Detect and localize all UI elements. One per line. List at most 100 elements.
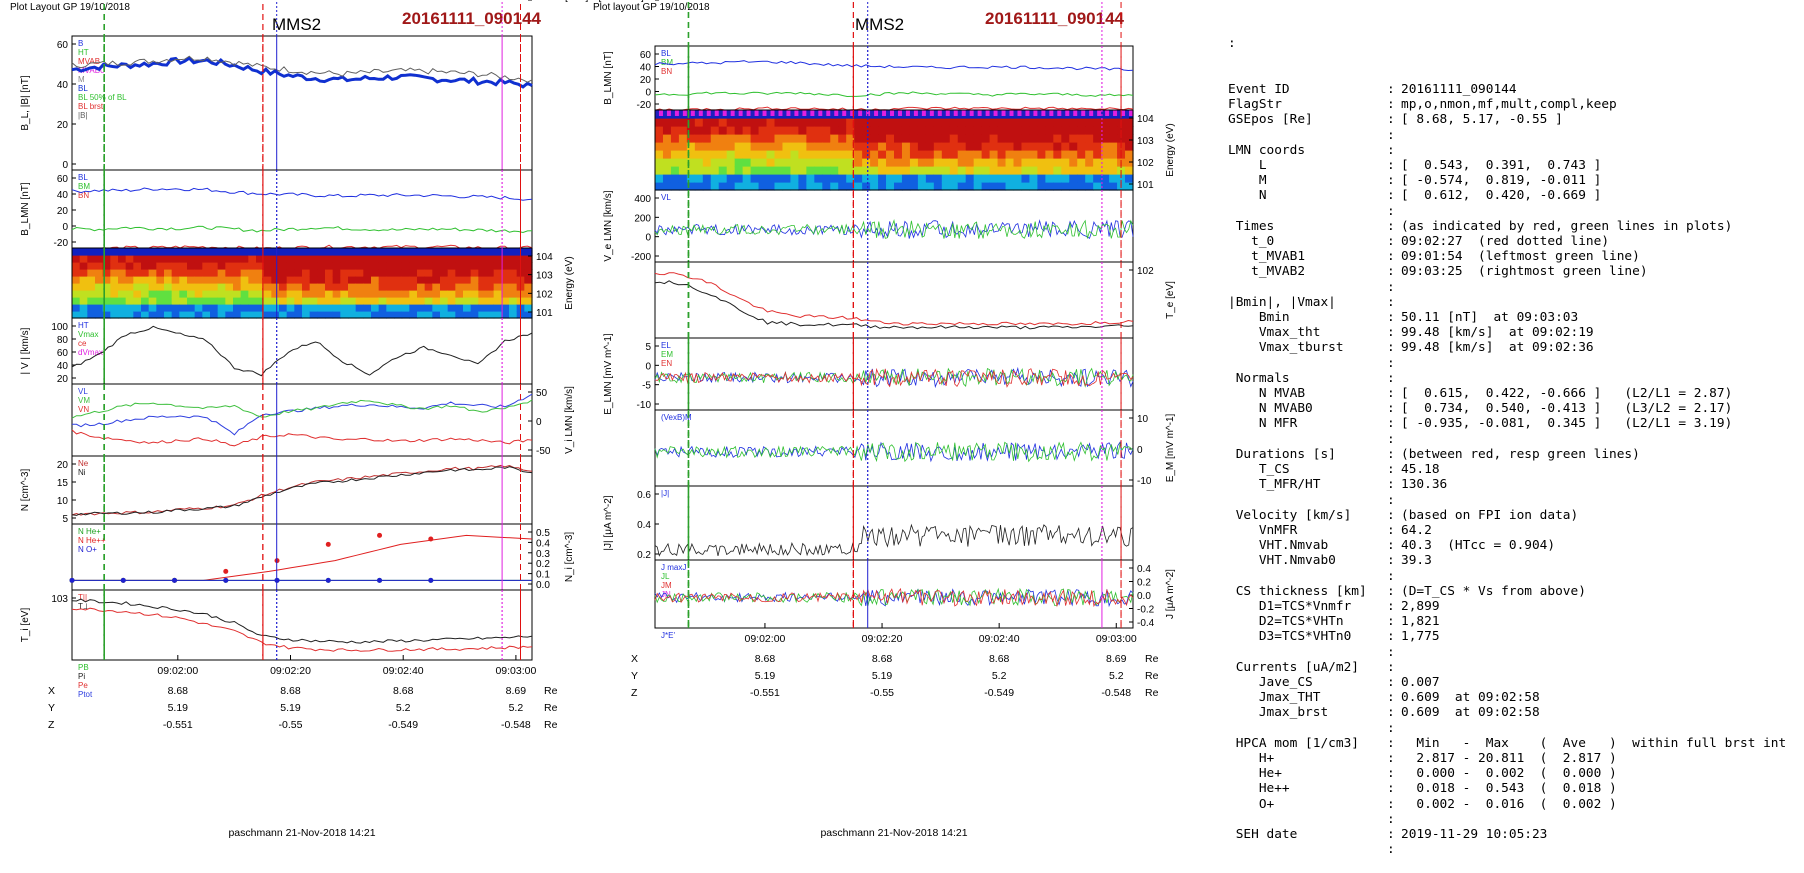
legend-entry: EL xyxy=(661,341,671,350)
spectrogram-cell xyxy=(263,304,272,312)
summary-colon: : xyxy=(1387,507,1395,523)
spectrogram-cell xyxy=(674,110,680,116)
spectrogram-cell xyxy=(447,255,456,263)
spectrogram-cell xyxy=(302,269,311,277)
spectrogram-cell xyxy=(1001,110,1006,116)
spacecraft-label: MMS2 xyxy=(855,15,904,34)
spectrogram-cell xyxy=(750,118,760,127)
spectrogram-cell xyxy=(1061,158,1070,167)
spectrogram-cell xyxy=(194,255,203,263)
spectrogram-cell xyxy=(256,290,265,298)
spectrogram-cell xyxy=(493,276,502,284)
spectrogram-cell xyxy=(1117,134,1126,143)
spectrogram-cell xyxy=(125,290,134,298)
spectrogram-cell xyxy=(742,110,747,116)
spectrogram-cell xyxy=(95,290,104,298)
spectrogram-cell xyxy=(1125,150,1134,159)
legend-entry: Ne xyxy=(78,459,89,468)
spectrogram-cell xyxy=(670,150,680,159)
spectrogram-cell xyxy=(989,174,999,183)
summary-colon: : xyxy=(1387,583,1395,599)
spectrogram-cell xyxy=(263,283,272,291)
spectrogram-cell xyxy=(493,297,502,305)
spectrogram-cell xyxy=(302,304,311,312)
summary-row: Jmax_brst:0.609 at 09:02:58 xyxy=(1228,705,1798,720)
x-tick-label: 09:02:20 xyxy=(270,665,311,677)
spectrogram-cell xyxy=(409,269,418,277)
spectrogram-cell xyxy=(718,118,728,127)
spectrogram-cell xyxy=(72,311,81,319)
spectrogram-cell xyxy=(1109,150,1118,159)
summary-row: : xyxy=(1228,128,1798,143)
event-title: 20161111_090144 xyxy=(985,9,1125,28)
summary-key: O+ xyxy=(1228,796,1275,812)
x-tick-label: 09:03:00 xyxy=(1096,633,1137,645)
spectrogram-cell xyxy=(1077,142,1086,151)
spectrogram-cell xyxy=(332,304,341,312)
spectrogram-cell xyxy=(1013,118,1023,127)
spectrogram-cell xyxy=(742,158,752,167)
spectrogram-cell xyxy=(798,118,807,127)
spectrogram-cell xyxy=(989,158,999,167)
y-tick-label: 104 xyxy=(536,252,553,263)
spectrogram-cell xyxy=(862,158,871,167)
spectrogram-cell xyxy=(870,150,879,159)
spectrogram-cell xyxy=(179,311,188,319)
summary-row: He+: 0.000 - 0.002 ( 0.000 ) xyxy=(1228,766,1798,781)
spectrogram-cell xyxy=(710,182,720,191)
spectrogram-cell xyxy=(248,311,257,319)
spectrogram-cell xyxy=(309,262,318,270)
summary-colon: : xyxy=(1387,446,1395,462)
data-point xyxy=(377,532,383,538)
spectrogram-cell xyxy=(202,255,211,263)
series-line xyxy=(71,325,533,377)
spectrogram-cell xyxy=(509,276,518,284)
spectrogram-cell xyxy=(478,304,487,312)
spectrogram-cell xyxy=(401,297,410,305)
spectrogram-cell xyxy=(782,166,792,175)
spectrogram-cell xyxy=(478,311,487,319)
legend-entry: BL 50% of BL xyxy=(78,93,127,102)
spectrogram-cell xyxy=(894,126,903,135)
spectrogram-cell xyxy=(957,118,967,127)
summary-key: He++ xyxy=(1228,781,1290,797)
spectrogram-cell xyxy=(125,283,134,291)
spectrogram-cell xyxy=(378,262,387,270)
spectrogram-cell xyxy=(118,297,127,305)
spectrogram-cell xyxy=(363,297,372,305)
spectrogram-cell xyxy=(870,110,875,116)
spectrogram-cell xyxy=(210,297,219,305)
summary-key: Normals xyxy=(1228,370,1290,386)
spectrogram-cell xyxy=(698,110,704,116)
series-line xyxy=(71,399,533,419)
spectrogram-cell xyxy=(981,150,991,159)
spectrogram-cell xyxy=(102,290,111,298)
spectrogram-cell xyxy=(917,174,927,183)
spectrogram-cell xyxy=(110,276,119,284)
legend-entry: BN xyxy=(78,191,89,200)
spectrogram-cell xyxy=(1085,142,1094,151)
spectrogram-cell xyxy=(981,182,991,191)
spectrogram-cell xyxy=(463,290,472,298)
legend-entry: PB xyxy=(78,663,89,672)
spectrogram-cell xyxy=(846,150,855,159)
spectrogram-cell xyxy=(509,311,518,319)
spectrogram-cell xyxy=(830,174,839,183)
spectrogram-cell xyxy=(1013,110,1018,116)
spectrogram-cell xyxy=(838,110,843,116)
chart-panel: 0.40.20.0-0.2-0.4J*E' [nW m^-3]J*E' xyxy=(578,0,1122,640)
spectrogram-cell xyxy=(141,283,150,291)
y-tick-label: 0.4 xyxy=(637,520,651,531)
spectrogram-cell xyxy=(997,126,1007,135)
spectrogram-cell xyxy=(1013,134,1023,143)
spectrogram-cell xyxy=(279,304,288,312)
summary-colon: : xyxy=(1387,492,1395,508)
spectrogram-cell xyxy=(202,304,211,312)
spectrogram-cell xyxy=(102,311,111,319)
spectrogram-cell xyxy=(933,182,943,191)
spectrogram-cell xyxy=(678,142,688,151)
legend-entry: JL xyxy=(661,572,670,581)
y-tick-label: 0.4 xyxy=(1137,564,1151,575)
ephem-value: 8.69 xyxy=(1106,653,1127,665)
spectrogram-cell xyxy=(125,255,134,263)
